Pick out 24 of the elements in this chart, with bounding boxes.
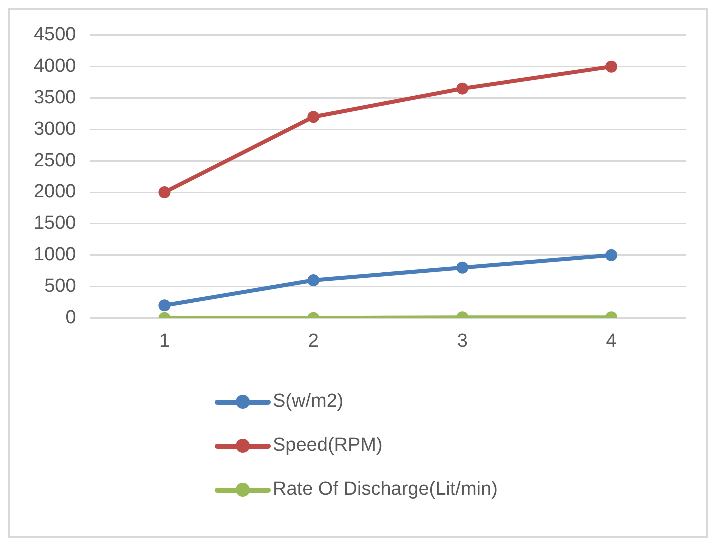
point <box>606 249 618 262</box>
y-tick-label: 3500 <box>34 87 76 108</box>
point <box>456 82 469 95</box>
y-tick-label: 2500 <box>34 150 76 172</box>
legend-label: S(w/m2) <box>273 391 344 413</box>
legend-label: Speed(RPM) <box>273 435 383 457</box>
x-tick-label: 2 <box>308 330 319 352</box>
y-tick-label: 2000 <box>34 182 76 203</box>
point <box>456 262 469 274</box>
y-tick-label: 0 <box>66 307 76 328</box>
point <box>308 274 320 286</box>
y-tick-label: 3000 <box>34 118 76 140</box>
x-tick-label: 4 <box>606 330 618 352</box>
legend-label: Rate Of Discharge(Lit/min) <box>273 479 498 501</box>
point <box>308 111 320 124</box>
point <box>158 186 171 199</box>
y-tick-label: 1000 <box>34 244 76 266</box>
point <box>606 60 618 73</box>
y-tick-label: 4500 <box>34 24 76 46</box>
x-tick-label: 1 <box>159 330 170 352</box>
y-tick-label: 500 <box>44 276 76 298</box>
y-tick-label: 1500 <box>34 213 76 234</box>
x-tick-label: 3 <box>457 330 468 352</box>
y-tick-label: 4000 <box>34 56 76 78</box>
